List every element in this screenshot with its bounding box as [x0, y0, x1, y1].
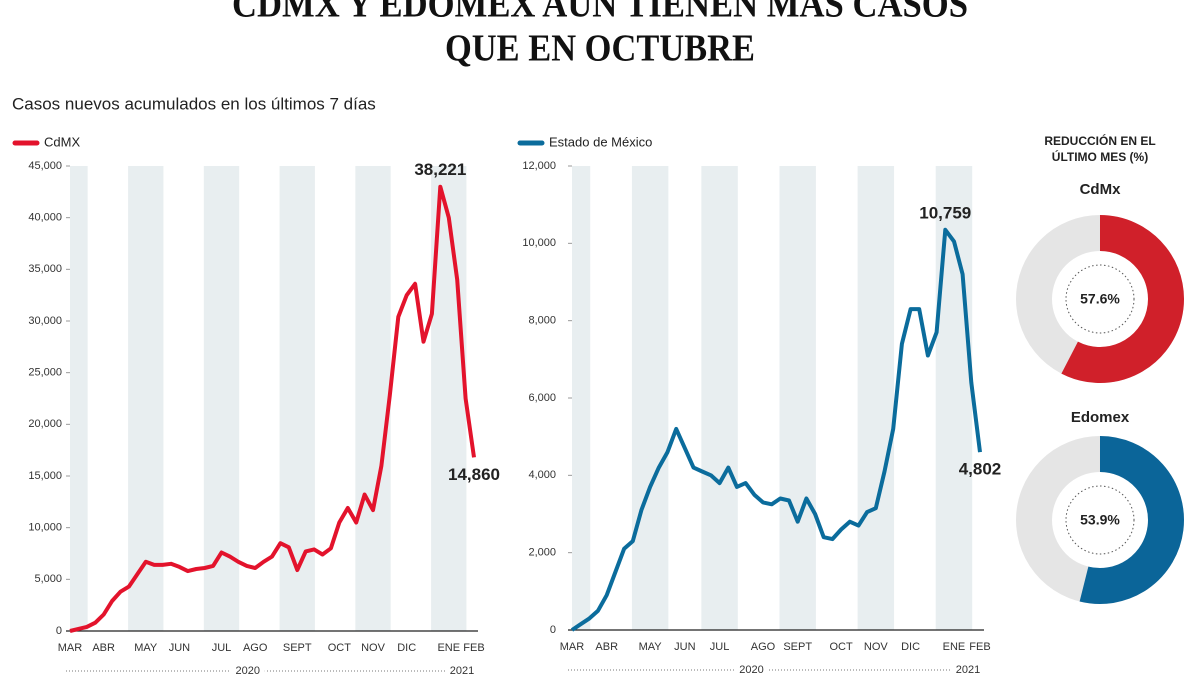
y-tick-label: 2,000: [528, 547, 556, 559]
y-tick-label: 0: [56, 625, 62, 637]
month-band: [701, 166, 738, 630]
x-tick-label: ENE: [943, 641, 966, 653]
x-tick-label: MAY: [639, 641, 663, 653]
y-tick-label: 20,000: [28, 418, 62, 430]
donut-hole-ring: [1065, 264, 1135, 334]
y-tick-label: 10,000: [28, 522, 62, 534]
x-tick-label: FEB: [969, 641, 990, 653]
x-tick-label: FEB: [463, 642, 484, 654]
y-tick-label: 25,000: [28, 367, 62, 379]
x-tick-label: AGO: [751, 641, 776, 653]
x-tick-label: NOV: [361, 642, 386, 654]
year-label: 2020: [739, 664, 763, 675]
donut-value: 57.6%: [1080, 291, 1120, 307]
x-tick-label: OCT: [328, 642, 352, 654]
last-label: 14,860: [448, 465, 500, 484]
peak-label: 10,759: [919, 203, 971, 222]
x-tick-label: AGO: [243, 642, 268, 654]
donut-value: 53.9%: [1080, 512, 1120, 528]
x-tick-label: MAR: [560, 641, 585, 653]
month-band: [355, 166, 391, 631]
y-tick-label: 35,000: [28, 263, 62, 275]
year-gap: [951, 664, 985, 675]
x-tick-label: ABR: [595, 641, 618, 653]
x-tick-label: DIC: [397, 642, 416, 654]
donut-header: REDUCCIÓN EN EL: [1044, 133, 1155, 148]
y-tick-label: 15,000: [28, 470, 62, 482]
month-band: [572, 166, 591, 630]
y-tick-label: 4,000: [528, 469, 556, 481]
year-gap: [230, 665, 265, 675]
peak-label: 38,221: [414, 160, 466, 179]
month-band: [935, 166, 973, 630]
year-gap: [734, 664, 769, 675]
month-band: [279, 166, 315, 631]
x-tick-label: ENE: [437, 642, 460, 654]
x-tick-label: JUL: [212, 642, 232, 654]
y-tick-label: 30,000: [28, 315, 62, 327]
month-band: [779, 166, 816, 630]
legend-label: Estado de México: [549, 134, 652, 149]
data-line: [69, 184, 476, 633]
x-tick-label: DIC: [901, 641, 920, 653]
donut-slice: [1061, 215, 1184, 383]
y-tick-label: 8,000: [528, 315, 556, 327]
x-tick-label: JUN: [169, 642, 190, 654]
x-tick-label: JUL: [710, 641, 730, 653]
legend-label: CdMX: [44, 134, 80, 149]
y-tick-label: 40,000: [28, 212, 62, 224]
x-tick-label: SEPT: [783, 641, 812, 653]
y-tick-label: 6,000: [528, 392, 556, 404]
y-tick-label: 12,000: [522, 160, 556, 172]
subtitle: Casos nuevos acumulados en los últimos 7…: [12, 94, 376, 113]
month-band: [631, 166, 669, 630]
x-tick-label: ABR: [92, 642, 115, 654]
x-tick-label: SEPT: [283, 642, 312, 654]
month-band: [128, 166, 164, 631]
donut-slice: [1079, 436, 1184, 604]
month-band: [857, 166, 895, 630]
y-tick-label: 10,000: [522, 237, 556, 249]
y-tick-label: 5,000: [34, 573, 62, 585]
x-tick-label: MAY: [134, 642, 158, 654]
last-label: 4,802: [959, 460, 1002, 479]
data-line: [570, 227, 982, 632]
x-tick-label: NOV: [864, 641, 889, 653]
title-line: CDMX Y EDOMEX AÚN TIENEN MÁS CASOS: [232, 0, 968, 26]
donut-hole-ring: [1065, 485, 1135, 555]
year-gap: [445, 665, 479, 675]
year-label: 2020: [236, 665, 260, 675]
y-tick-label: 45,000: [28, 160, 62, 172]
y-tick-label: 0: [550, 624, 556, 636]
title-line: QUE EN OCTUBRE: [445, 28, 755, 70]
donut-title: CdMx: [1080, 181, 1121, 198]
donut-header: ÚLTIMO MES (%): [1052, 149, 1148, 164]
donut-title: Edomex: [1071, 409, 1130, 426]
year-label: 2021: [956, 664, 980, 675]
x-tick-label: OCT: [829, 641, 853, 653]
x-tick-label: MAR: [58, 642, 83, 654]
x-tick-label: JUN: [674, 641, 695, 653]
month-band: [70, 166, 88, 631]
year-label: 2021: [450, 665, 474, 675]
